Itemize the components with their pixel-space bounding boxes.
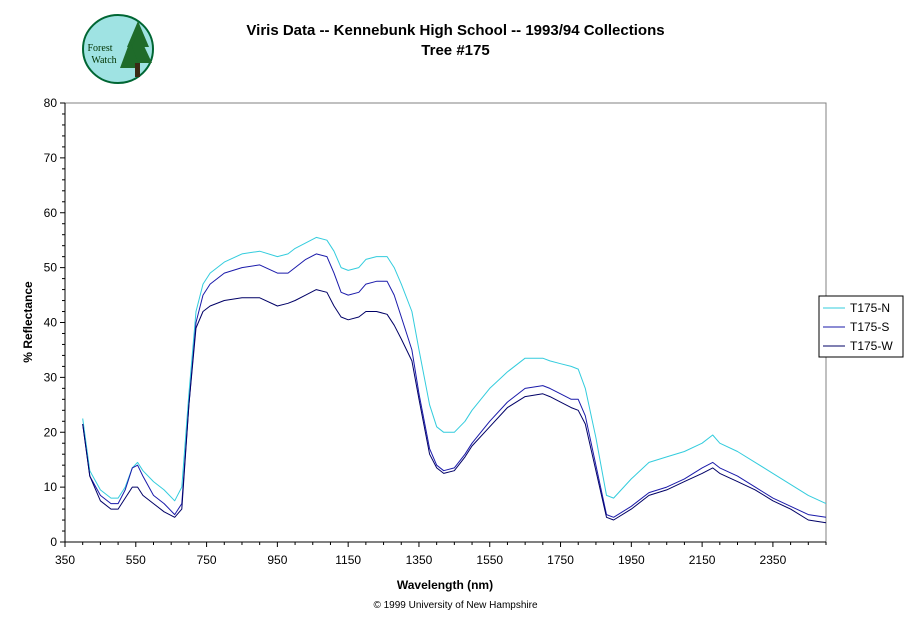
logo-text-line1: Forest (88, 43, 113, 54)
legend-label: T175-S (850, 320, 889, 334)
x-tick-label: 2350 (760, 553, 787, 567)
x-tick-label: 1150 (335, 553, 361, 567)
x-tick-label: 550 (126, 553, 146, 567)
series-line-t175-w (82, 289, 827, 524)
plot-area (64, 102, 827, 543)
y-tick-label: 10 (44, 480, 58, 494)
chart-subtitle: Tree #175 (421, 42, 490, 59)
x-axis-title: Wavelength (nm) (397, 578, 493, 592)
y-tick-label: 80 (44, 96, 58, 110)
x-tick-label: 750 (197, 553, 217, 567)
y-tick-label: 50 (44, 261, 58, 275)
y-axis-title: % Reflectance (21, 281, 35, 363)
legend-label: T175-W (850, 339, 893, 353)
y-tick-label: 40 (44, 316, 58, 330)
x-tick-label: 1550 (476, 553, 503, 567)
series-line-t175-n (82, 236, 827, 505)
x-tick-label: 1950 (618, 553, 645, 567)
x-tick-label: 350 (55, 553, 75, 567)
y-tick-label: 0 (50, 535, 57, 549)
forest-watch-logo: Forest Watch (82, 14, 154, 84)
x-tick-label: 2150 (689, 553, 716, 567)
x-tick-label: 1750 (547, 553, 574, 567)
y-tick-label: 20 (44, 425, 58, 439)
logo-text-line2: Watch (91, 55, 116, 66)
tree-icon (120, 21, 152, 77)
chart-title: Viris Data -- Kennebunk High School -- 1… (246, 22, 665, 39)
legend-label: T175-N (850, 301, 890, 315)
y-tick-label: 60 (44, 206, 58, 220)
x-tick-label: 1350 (406, 553, 433, 567)
y-tick-label: 30 (44, 370, 58, 384)
legend: T175-N T175-S T175-W (818, 295, 904, 358)
x-tick-label: 950 (267, 553, 287, 567)
copyright-footer: © 1999 University of New Hampshire (373, 600, 538, 611)
y-tick-label: 70 (44, 151, 58, 165)
series-line-t175-s (82, 253, 827, 518)
